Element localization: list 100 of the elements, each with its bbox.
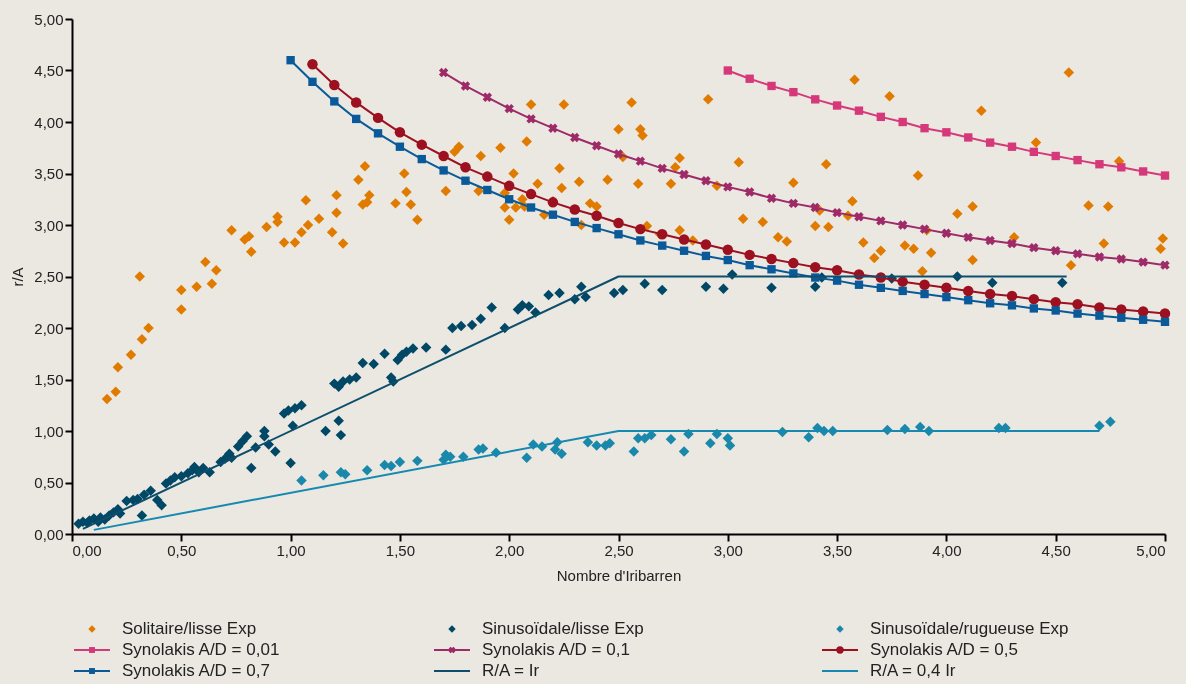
- point: [1138, 315, 1148, 324]
- point: [526, 203, 536, 212]
- point: [1095, 311, 1104, 320]
- point: [591, 210, 602, 221]
- point: [701, 176, 711, 186]
- point: [1007, 238, 1017, 249]
- point: [665, 434, 677, 445]
- point: [1138, 167, 1148, 176]
- point: [570, 132, 580, 143]
- point: [394, 127, 406, 138]
- point: [1051, 151, 1060, 161]
- point: [329, 79, 340, 91]
- point: [745, 74, 754, 83]
- point: [307, 59, 318, 70]
- legend-label: Synolakis A/D = 0,5: [870, 640, 1018, 659]
- point: [700, 239, 712, 250]
- point: [438, 150, 449, 162]
- point: [1007, 142, 1017, 151]
- point: [1073, 309, 1082, 318]
- point: [920, 289, 929, 299]
- y-tick-label: 2,50: [34, 268, 64, 285]
- y-tick-label: 3,00: [34, 216, 64, 234]
- point: [1159, 308, 1171, 319]
- point: [628, 446, 640, 457]
- x-tick-label: 4,00: [932, 541, 962, 559]
- point: [811, 95, 820, 104]
- point: [525, 188, 537, 200]
- point: [831, 265, 843, 276]
- point: [744, 187, 755, 197]
- x-tick-label: 2,50: [604, 541, 634, 559]
- legend-label: R/A = 0,4 Ir: [870, 661, 956, 680]
- x-tick-label: 1,50: [385, 541, 415, 559]
- point: [942, 128, 951, 137]
- x-tick-label: 0,50: [167, 541, 197, 559]
- point: [395, 142, 405, 151]
- point: [985, 138, 995, 147]
- point: [1116, 254, 1126, 264]
- point: [1029, 147, 1039, 157]
- point: [613, 217, 624, 229]
- legend-label: Synolakis A/D = 0,1: [482, 640, 630, 659]
- y-tick-label: 4,50: [34, 62, 64, 79]
- point: [521, 452, 532, 464]
- x-tick-label: 1,00: [276, 541, 306, 559]
- point: [964, 296, 973, 305]
- point: [767, 81, 776, 91]
- point: [1116, 304, 1127, 315]
- point: [876, 112, 885, 122]
- x-tick-label: 3,50: [823, 541, 853, 559]
- point: [460, 162, 471, 173]
- point: [964, 133, 973, 142]
- y-tick-label: 0,00: [34, 525, 64, 543]
- point: [1051, 246, 1061, 256]
- point: [1160, 260, 1170, 270]
- point: [919, 279, 930, 290]
- point: [679, 169, 689, 180]
- point: [505, 195, 514, 204]
- point: [679, 246, 689, 255]
- point: [920, 124, 929, 133]
- point: [832, 207, 842, 218]
- y-tick-label: 1,00: [34, 422, 64, 440]
- point: [1028, 293, 1040, 305]
- point: [767, 265, 776, 274]
- point: [548, 123, 558, 133]
- x-tick-label: 4,50: [1041, 541, 1071, 559]
- point: [483, 185, 492, 195]
- point: [984, 288, 996, 300]
- point: [1117, 313, 1126, 322]
- legend-label: Synolakis A/D = 0,7: [122, 661, 270, 680]
- point: [1095, 160, 1104, 169]
- point: [1029, 242, 1039, 253]
- point: [854, 212, 864, 222]
- point: [1029, 304, 1039, 313]
- y-tick-label: 5,00: [34, 10, 64, 28]
- y-axis-title: r/A: [9, 267, 27, 287]
- point: [438, 67, 449, 78]
- point: [941, 228, 952, 238]
- point: [394, 456, 406, 468]
- point: [876, 216, 886, 226]
- point: [635, 156, 646, 166]
- point: [416, 139, 427, 150]
- point: [854, 106, 864, 115]
- point: [350, 97, 362, 108]
- point: [286, 56, 295, 65]
- x-axis-title: Nombre d'Iribarren: [556, 566, 682, 584]
- point: [876, 283, 885, 293]
- point: [417, 154, 426, 164]
- point: [897, 220, 908, 230]
- point: [330, 97, 339, 106]
- point: [985, 235, 995, 246]
- point: [744, 249, 755, 261]
- point: [591, 440, 602, 451]
- x-tick-label: 5,00: [1136, 541, 1166, 559]
- point: [711, 428, 723, 440]
- point: [439, 166, 448, 175]
- point: [412, 455, 423, 467]
- point: [526, 114, 536, 124]
- point: [592, 223, 601, 233]
- point: [745, 260, 754, 270]
- point: [569, 204, 581, 215]
- point: [678, 446, 690, 457]
